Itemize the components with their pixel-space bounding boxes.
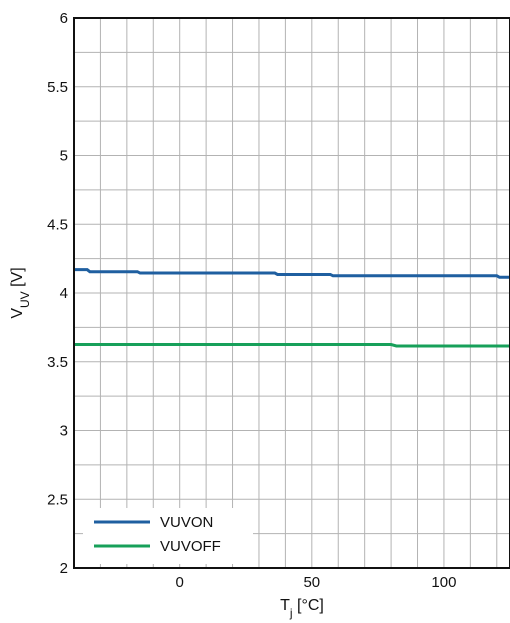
x-axis-label-sub: j: [289, 606, 293, 620]
legend-box: [83, 508, 253, 564]
y-tick-label: 3: [60, 423, 68, 440]
y-tick-label: 3.5: [47, 354, 68, 371]
x-tick-label: 50: [303, 574, 320, 591]
x-tick-label: 0: [176, 574, 184, 591]
y-axis-label: VUV [V]: [9, 267, 32, 318]
x-axis-label-main: T: [280, 597, 290, 614]
y-tick-label: 4: [60, 285, 68, 302]
x-axis-label-unit: [°C]: [293, 597, 324, 614]
y-axis-label-unit: [V]: [9, 267, 26, 291]
series-layer: [74, 268, 510, 348]
y-axis-label-sub: UV: [18, 291, 32, 308]
y-tick-label: 5: [60, 148, 68, 165]
x-axis-label: Tj [°C]: [280, 597, 324, 620]
y-tick-label: 6: [60, 10, 68, 27]
series-line-vuvoff: [74, 343, 510, 348]
legend: VUVON VUVOFF: [83, 508, 253, 564]
y-tick-label: 2: [60, 560, 68, 577]
tick-labels: 2 2.5 3 3.5 4 4.5 5 5.5 6 0 50 100: [47, 10, 456, 591]
y-tick-label: 2.5: [47, 491, 68, 508]
plot-frame: [73, 17, 510, 569]
y-tick-label: 5.5: [47, 79, 68, 96]
legend-label-vuvon: VUVON: [160, 514, 213, 531]
legend-label-vuvoff: VUVOFF: [160, 538, 221, 555]
gridlines: [73, 17, 510, 569]
y-axis-label-main: V: [9, 308, 26, 319]
y-tick-label: 4.5: [47, 216, 68, 233]
series-line-vuvon: [74, 268, 510, 279]
x-tick-label: 100: [431, 574, 456, 591]
